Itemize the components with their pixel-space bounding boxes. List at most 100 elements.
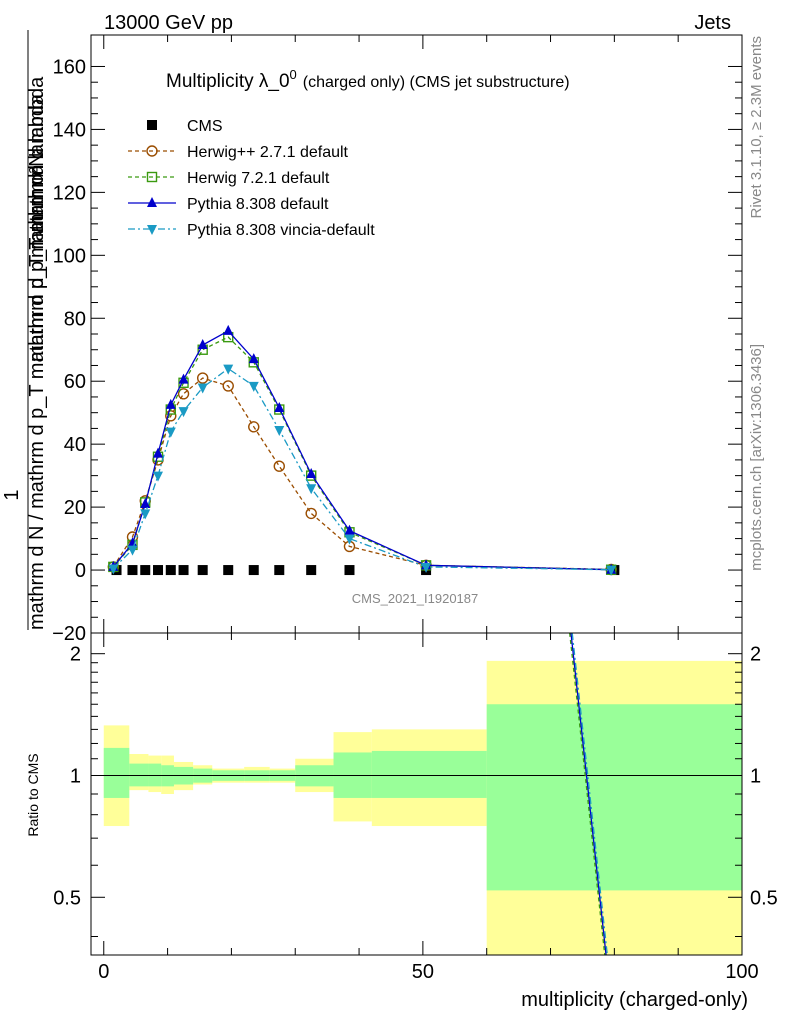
data-point — [197, 339, 208, 350]
ratio-y-tick-label-right: 1 — [750, 765, 761, 787]
data-point — [165, 398, 176, 409]
main-series-layer — [107, 324, 620, 576]
legend-marker — [147, 197, 157, 207]
data-point — [153, 565, 164, 576]
data-point — [248, 421, 260, 433]
data-point — [165, 427, 176, 438]
data-point — [140, 497, 151, 508]
data-point — [127, 537, 138, 548]
data-point — [306, 565, 317, 576]
data-point — [140, 509, 151, 520]
legend-entry: Herwig 7.2.1 default — [128, 170, 330, 187]
legend: CMS Herwig++ 2.7.1 default Herwig 7.2.1 de… — [128, 118, 375, 239]
x-tick-label: 0 — [98, 961, 109, 983]
ratio-y-tick-label: 0.5 — [53, 887, 81, 909]
legend-label: CMS — [187, 118, 223, 135]
y-tick-label: 60 — [64, 371, 86, 393]
data-point — [306, 484, 317, 495]
data-point — [197, 383, 208, 394]
data-point — [153, 471, 164, 482]
legend-marker — [146, 145, 158, 157]
xlabel: multiplicity (charged-only) — [521, 989, 748, 1011]
ylabel-main: mathrm d N / mathrm d p_T mathrm d p_T m… — [26, 93, 48, 630]
ratio-line — [569, 632, 606, 956]
legend-label: Herwig++ 2.7.1 default — [187, 144, 349, 161]
ratio-band-inner — [371, 750, 487, 798]
legend-label: Pythia 8.308 vincia-default — [187, 222, 375, 239]
rivet-label: Rivet 3.1.10, ≥ 2.3M events — [748, 36, 765, 219]
series-line — [112, 377, 612, 571]
data-point — [344, 534, 355, 545]
data-point — [178, 565, 189, 576]
header-left: 13000 GeV pp — [104, 12, 233, 34]
ratio-band-inner — [103, 747, 130, 798]
header-right: Jets — [694, 12, 731, 34]
main-title-sup: 0 — [290, 67, 297, 82]
data-point — [274, 401, 285, 412]
ratio-y-tick-label: 2 — [70, 644, 81, 666]
data-point — [165, 565, 176, 576]
main-axes: −20 0 20 40 60 80 100 120 140 160 — [52, 35, 743, 645]
x-tick-label: 100 — [725, 961, 758, 983]
data-point — [140, 565, 151, 576]
data-point — [127, 565, 138, 576]
y-tick-label: −20 — [52, 623, 86, 645]
data-point — [606, 565, 617, 576]
data-point — [223, 324, 234, 335]
ylabel-frac-top: mathrm d²N — [26, 152, 48, 258]
data-point — [305, 507, 317, 520]
ratio-y-tick-label-right: 2 — [750, 644, 761, 666]
y-tick-label: 40 — [64, 434, 86, 456]
data-point — [197, 565, 208, 576]
ratio-band-inner — [129, 763, 149, 787]
data-point — [222, 380, 234, 392]
main-title: Multiplicity λ_00 (charged only) (CMS jet… — [166, 67, 570, 92]
data-point — [248, 353, 259, 364]
ratio-axes: 0.5 0.5 1 1 2 2 0 50 100 — [53, 633, 778, 983]
watermark: CMS_2021_I1920187 — [352, 591, 479, 606]
y-tick-label: 20 — [64, 497, 86, 519]
series-pythia-8-308-vincia-default — [108, 364, 617, 576]
x-tick-label: 50 — [412, 961, 434, 983]
legend-entry: Herwig++ 2.7.1 default — [128, 144, 349, 161]
data-point — [273, 460, 285, 472]
data-point — [153, 447, 164, 458]
series-line — [112, 367, 612, 571]
ratio-line — [571, 632, 608, 956]
data-point — [344, 524, 355, 535]
ratio-y-tick-label-right: 0.5 — [750, 887, 778, 909]
series-line — [112, 336, 612, 571]
y-tick-label: 120 — [53, 182, 86, 204]
y-tick-label: 160 — [53, 56, 86, 78]
main-title-text: Multiplicity λ_0 — [166, 71, 290, 92]
y-tick-label: 140 — [53, 119, 86, 141]
legend-label: Pythia 8.308 default — [187, 196, 329, 213]
main-ylabel: mathrm d²N mathrm d p_T mathrm d lambda … — [1, 30, 48, 630]
data-point — [274, 425, 285, 436]
data-point — [344, 565, 355, 576]
ratio-ylabel: Ratio to CMS — [25, 753, 41, 836]
ratio-series-layer — [569, 632, 608, 956]
mcplots-label: mcplots.cern.ch [arXiv:1306.3436] — [748, 344, 765, 571]
legend-entry: Pythia 8.308 vincia-default — [128, 222, 375, 239]
y-tick-label: 0 — [75, 560, 86, 582]
legend-marker — [147, 225, 157, 235]
y-tick-label: 100 — [53, 245, 86, 267]
ratio-band-inner — [486, 704, 742, 891]
data-point — [248, 381, 259, 392]
legend-marker — [146, 171, 158, 183]
data-point — [274, 565, 285, 576]
legend-marker — [147, 120, 157, 130]
legend-entry: Pythia 8.308 default — [128, 196, 329, 213]
data-point — [223, 565, 234, 576]
data-point — [223, 364, 234, 375]
main-title-suffix: (charged only) (CMS jet substructure) — [303, 74, 570, 91]
data-point — [178, 407, 189, 418]
legend-entry: CMS — [147, 118, 223, 135]
ylabel-frac-bot: mathrm d p_T mathrm d lambda — [26, 76, 48, 362]
data-point — [421, 562, 432, 573]
data-point — [609, 565, 620, 576]
ylabel-one: 1 — [1, 489, 23, 500]
ratio-y-tick-label: 1 — [70, 765, 81, 787]
